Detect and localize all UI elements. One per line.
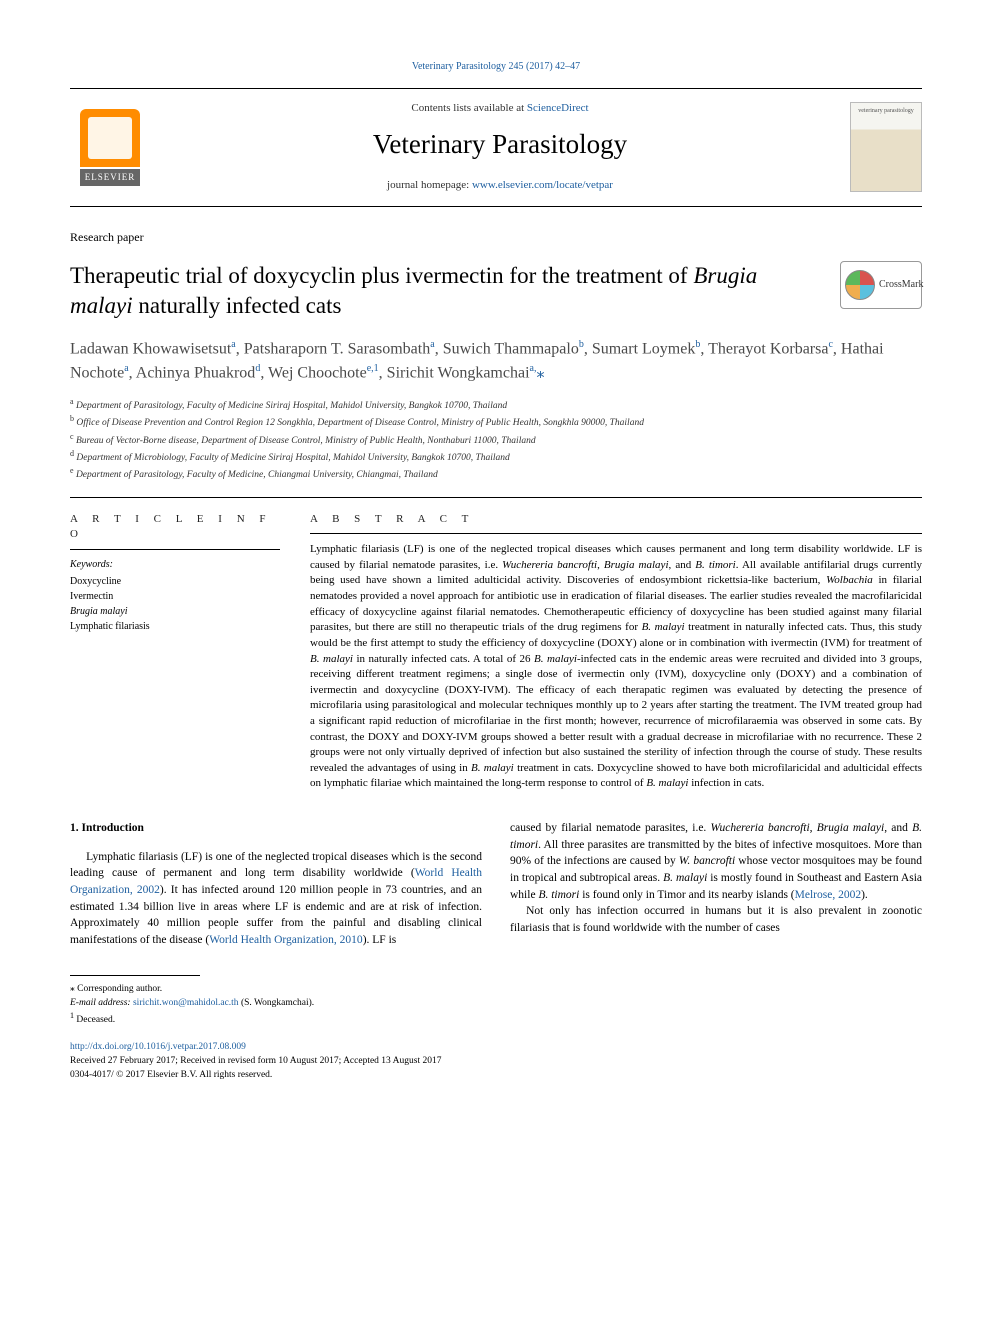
- contents-available: Contents lists available at ScienceDirec…: [170, 101, 830, 116]
- intro-para-2: Not only has infection occurred in human…: [510, 903, 922, 936]
- elsevier-tree-icon: [80, 109, 140, 167]
- citation-header: Veterinary Parasitology 245 (2017) 42–47: [70, 60, 922, 74]
- keyword-item: Lymphatic filariasis: [70, 619, 280, 634]
- email-label: E-mail address:: [70, 998, 133, 1008]
- intro-para-1: Lymphatic filariasis (LF) is one of the …: [70, 849, 482, 949]
- doi-block: http://dx.doi.org/10.1016/j.vetpar.2017.…: [70, 1040, 922, 1083]
- journal-header: ELSEVIER Contents lists available at Sci…: [70, 88, 922, 207]
- article-info-heading: A R T I C L E I N F O: [70, 498, 280, 549]
- crossmark-icon: [845, 270, 875, 300]
- title-pre: Therapeutic trial of doxycyclin plus ive…: [70, 263, 693, 288]
- article-type: Research paper: [70, 229, 922, 246]
- abstract-text: Lymphatic filariasis (LF) is one of the …: [310, 542, 922, 792]
- abstract-column: A B S T R A C T Lymphatic filariasis (LF…: [310, 498, 922, 792]
- email-attribution: (S. Wongkamchai).: [239, 998, 315, 1008]
- affiliation-item: b Office of Disease Prevention and Contr…: [70, 413, 922, 430]
- contents-prefix: Contents lists available at: [411, 102, 526, 114]
- article-title: Therapeutic trial of doxycyclin plus ive…: [70, 261, 840, 321]
- journal-homepage: journal homepage: www.elsevier.com/locat…: [170, 178, 830, 193]
- keywords-list: DoxycyclineIvermectinBrugia malayiLympha…: [70, 574, 280, 634]
- authors-list: Ladawan Khowawisetsuta, Patsharaporn T. …: [70, 337, 922, 386]
- crossmark-label: CrossMark: [879, 278, 923, 292]
- keyword-item: Ivermectin: [70, 589, 280, 604]
- body-two-column: 1. Introduction Lymphatic filariasis (LF…: [70, 820, 922, 949]
- intro-para-1b: caused by filarial nematode parasites, i…: [510, 820, 922, 903]
- deceased-note: 1 Deceased.: [70, 1010, 922, 1027]
- author-email-link[interactable]: sirichit.won@mahidol.ac.th: [133, 998, 239, 1008]
- corresponding-author-note: ⁎ Corresponding author.: [70, 982, 922, 996]
- affiliation-item: d Department of Microbiology, Faculty of…: [70, 448, 922, 465]
- elsevier-wordmark: ELSEVIER: [80, 169, 140, 186]
- homepage-prefix: journal homepage:: [387, 179, 472, 191]
- affiliations-list: a Department of Parasitology, Faculty of…: [70, 396, 922, 483]
- affiliation-item: c Bureau of Vector-Borne disease, Depart…: [70, 431, 922, 448]
- sciencedirect-link[interactable]: ScienceDirect: [527, 102, 589, 114]
- title-post: naturally infected cats: [133, 293, 342, 318]
- crossmark-badge[interactable]: CrossMark: [840, 261, 922, 309]
- keywords-label: Keywords:: [70, 558, 280, 572]
- keyword-item: Doxycycline: [70, 574, 280, 589]
- elsevier-logo: ELSEVIER: [70, 103, 150, 191]
- doi-link[interactable]: http://dx.doi.org/10.1016/j.vetpar.2017.…: [70, 1042, 246, 1052]
- journal-title: Veterinary Parasitology: [170, 126, 830, 164]
- footnotes: ⁎ Corresponding author. E-mail address: …: [70, 982, 922, 1028]
- abstract-heading: A B S T R A C T: [310, 498, 922, 533]
- homepage-link[interactable]: www.elsevier.com/locate/vetpar: [472, 179, 613, 191]
- keyword-item: Brugia malayi: [70, 604, 280, 619]
- section-1-heading: 1. Introduction: [70, 820, 482, 837]
- journal-cover-thumbnail: veterinary parasitology: [850, 102, 922, 192]
- affiliation-item: a Department of Parasitology, Faculty of…: [70, 396, 922, 413]
- affiliation-item: e Department of Parasitology, Faculty of…: [70, 465, 922, 482]
- deceased-text: Deceased.: [76, 1015, 115, 1025]
- email-line: E-mail address: sirichit.won@mahidol.ac.…: [70, 996, 922, 1010]
- article-info-column: A R T I C L E I N F O Keywords: Doxycycl…: [70, 498, 280, 792]
- received-dates: Received 27 February 2017; Received in r…: [70, 1054, 922, 1068]
- copyright-line: 0304-4017/ © 2017 Elsevier B.V. All righ…: [70, 1068, 922, 1082]
- footnote-rule: [70, 975, 200, 976]
